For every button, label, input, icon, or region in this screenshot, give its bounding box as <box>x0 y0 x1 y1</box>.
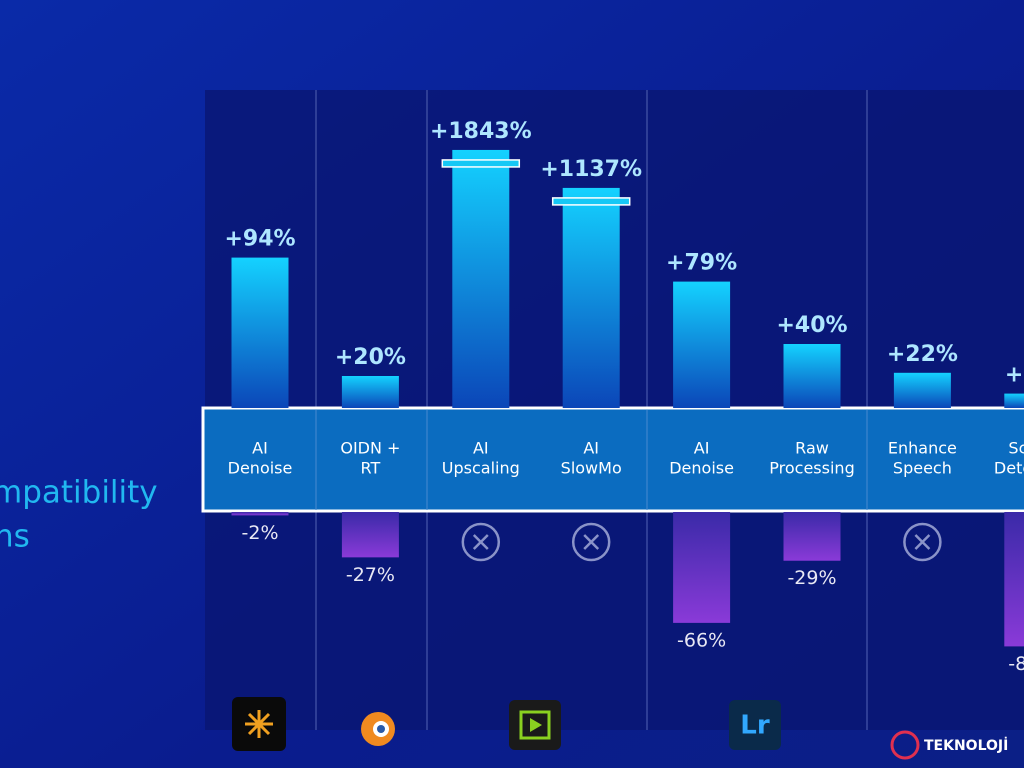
icon-glyph <box>377 725 385 733</box>
value-label: +22% <box>887 342 958 367</box>
value-label: +1137% <box>540 157 642 182</box>
slide-text: mpatibility <box>0 475 158 511</box>
bar <box>673 512 731 623</box>
value-label: +20% <box>335 345 406 370</box>
value-label: -66% <box>677 629 726 651</box>
category-label: AI <box>694 439 710 458</box>
unsupported-icon <box>571 522 611 562</box>
value-label: +9% <box>1005 363 1024 388</box>
value-label: -2% <box>242 522 279 544</box>
bar <box>783 512 841 561</box>
value-label: +79% <box>666 251 737 276</box>
unsupported-icon <box>461 522 501 562</box>
bar <box>893 372 951 408</box>
icon-glyph <box>519 710 551 740</box>
bar <box>1004 512 1024 647</box>
icon-glyph: Lr <box>740 711 770 741</box>
unsupported-icon <box>903 522 942 562</box>
category-label: OIDN + <box>340 439 400 458</box>
category-label: Denoise <box>669 459 734 478</box>
bar <box>231 512 289 516</box>
bar <box>341 376 399 408</box>
bar <box>783 344 841 408</box>
watermark-logo <box>890 730 920 760</box>
unsupported-icon <box>472 534 489 550</box>
category-label: Speech <box>893 459 952 478</box>
bar <box>562 187 620 408</box>
category-label: Raw <box>795 439 829 458</box>
category-label: Processing <box>769 459 854 478</box>
bar <box>1004 393 1024 408</box>
category-label: AI <box>583 439 599 458</box>
value-label: +1843% <box>430 119 532 144</box>
category-label: RT <box>361 459 381 478</box>
unsupported-icon <box>914 534 931 550</box>
axis-break <box>441 159 521 168</box>
category-label: Denoise <box>228 459 293 478</box>
category-label: Scene <box>1008 439 1024 458</box>
value-label: -80% <box>1008 653 1024 675</box>
category-label: AI <box>473 439 489 458</box>
app-icons: Lr <box>232 697 781 751</box>
bar <box>452 149 510 408</box>
value-label: +94% <box>224 227 295 252</box>
value-label: +40% <box>776 313 847 338</box>
bar <box>673 281 731 408</box>
category-label: AI <box>252 439 268 458</box>
bar <box>231 257 289 408</box>
watermark: TEKNOLOJİ <box>924 737 1008 754</box>
category-label: Upscaling <box>442 459 520 478</box>
unsupported-icon <box>583 534 600 550</box>
category-label: Detection <box>994 459 1024 478</box>
bar <box>341 512 399 558</box>
value-label: -29% <box>787 567 836 589</box>
icon-glyph <box>245 710 273 738</box>
icon <box>729 700 781 750</box>
slide-text: ns <box>0 519 30 555</box>
value-label: -27% <box>346 564 395 586</box>
category-label: Enhance <box>888 439 957 458</box>
axis-break <box>551 197 631 206</box>
icon-glyph <box>530 718 542 732</box>
category-label: SlowMo <box>561 459 622 478</box>
band-separators <box>315 410 868 510</box>
